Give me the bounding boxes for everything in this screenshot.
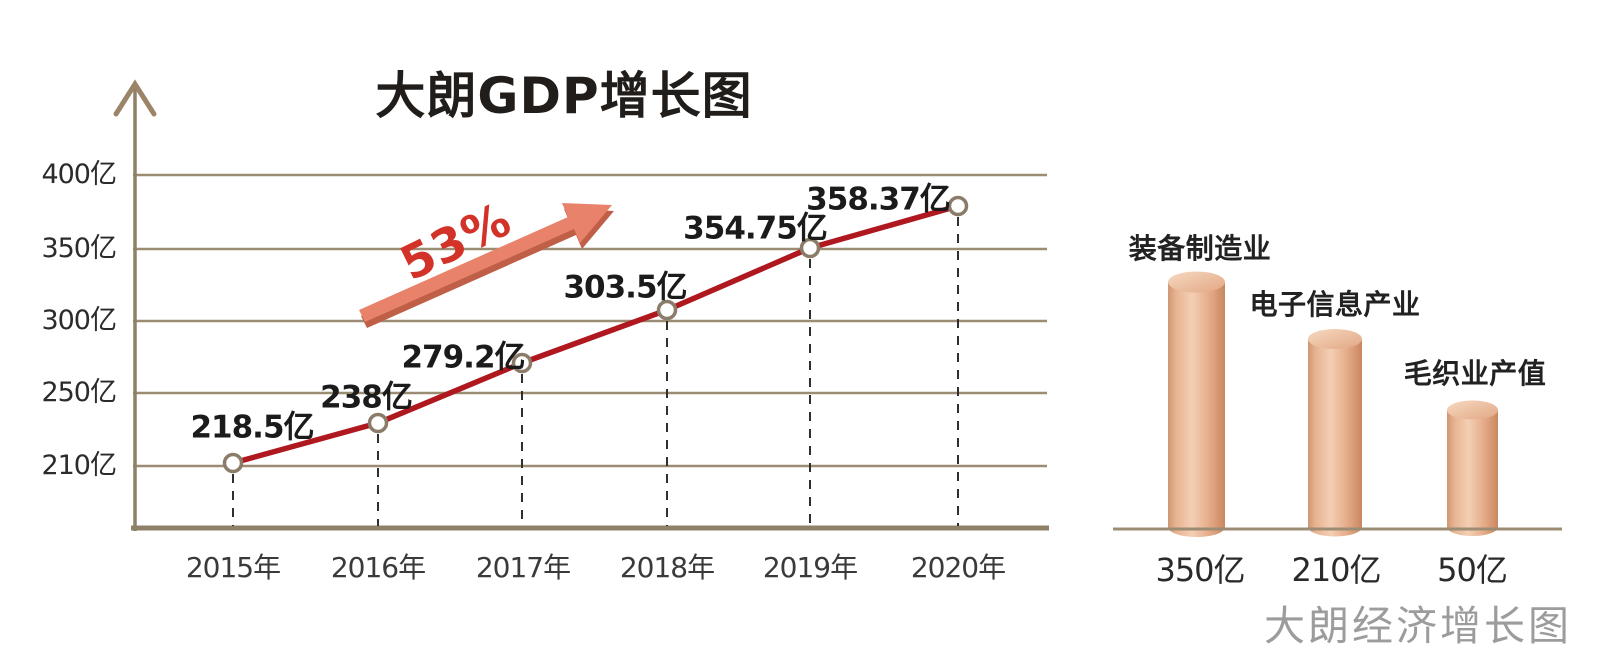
x-tick-2020: 2020年 bbox=[910, 551, 1006, 584]
cylinder-bar-electronics bbox=[1308, 329, 1362, 537]
x-tick-2017: 2017年 bbox=[475, 551, 571, 584]
y-tick-250: 250亿 bbox=[41, 377, 117, 408]
bar-label-equipment: 装备制造业 bbox=[1128, 232, 1272, 265]
line-chart-title: 大朗GDP增长图 bbox=[375, 67, 753, 125]
bar-value-equipment: 350亿 bbox=[1155, 551, 1245, 589]
y-tick-210: 210亿 bbox=[41, 450, 117, 481]
cylinder-body bbox=[1168, 282, 1225, 527]
x-tick-2016: 2016年 bbox=[330, 551, 426, 584]
point-label-2016: 238亿 bbox=[320, 379, 413, 416]
bar-label-electronics: 电子信息产业 bbox=[1249, 288, 1421, 321]
marker-2017 bbox=[511, 352, 533, 374]
growth-arrow-body bbox=[359, 203, 612, 322]
gdp-line bbox=[230, 203, 961, 466]
gridlines bbox=[133, 173, 1047, 468]
cylinder-top bbox=[1308, 329, 1362, 349]
point-label-2017: 279.2亿 bbox=[401, 339, 525, 376]
growth-arrow-icon bbox=[359, 203, 614, 328]
y-tick-350: 350亿 bbox=[41, 233, 117, 264]
point-label-2019: 354.75亿 bbox=[683, 210, 828, 247]
x-tick-2019: 2019年 bbox=[762, 551, 858, 584]
y-tick-400: 400亿 bbox=[41, 159, 117, 190]
bar-label-wool: 毛织业产值 bbox=[1403, 357, 1547, 390]
point-label-2018: 303.5亿 bbox=[563, 269, 687, 306]
cylinder-top bbox=[1168, 271, 1225, 293]
cylinder-bar-wool bbox=[1447, 400, 1498, 536]
marker-2020 bbox=[947, 195, 969, 217]
marker-2018 bbox=[656, 299, 678, 321]
bar-chart-caption: 大朗经济增长图 bbox=[1264, 602, 1572, 650]
marker-2016 bbox=[367, 412, 389, 434]
marker-2015 bbox=[222, 452, 244, 474]
cylinder-top bbox=[1447, 400, 1498, 420]
y-axis-arrowhead-icon bbox=[113, 79, 157, 117]
cylinder-body bbox=[1447, 410, 1498, 527]
x-tick-2018: 2018年 bbox=[619, 551, 715, 584]
x-tick-2015: 2015年 bbox=[185, 551, 281, 584]
cylinder-bar-equipment bbox=[1168, 271, 1225, 537]
gdp-markers bbox=[222, 195, 969, 474]
bar-value-wool: 50亿 bbox=[1437, 551, 1508, 589]
droplines bbox=[232, 217, 959, 526]
point-label-2015: 218.5亿 bbox=[190, 409, 314, 446]
point-label-2020: 358.37亿 bbox=[806, 181, 951, 218]
cylinder-body bbox=[1308, 339, 1362, 527]
bar-value-electronics: 210亿 bbox=[1291, 551, 1381, 589]
y-tick-300: 300亿 bbox=[41, 305, 117, 336]
marker-2019 bbox=[799, 237, 821, 259]
